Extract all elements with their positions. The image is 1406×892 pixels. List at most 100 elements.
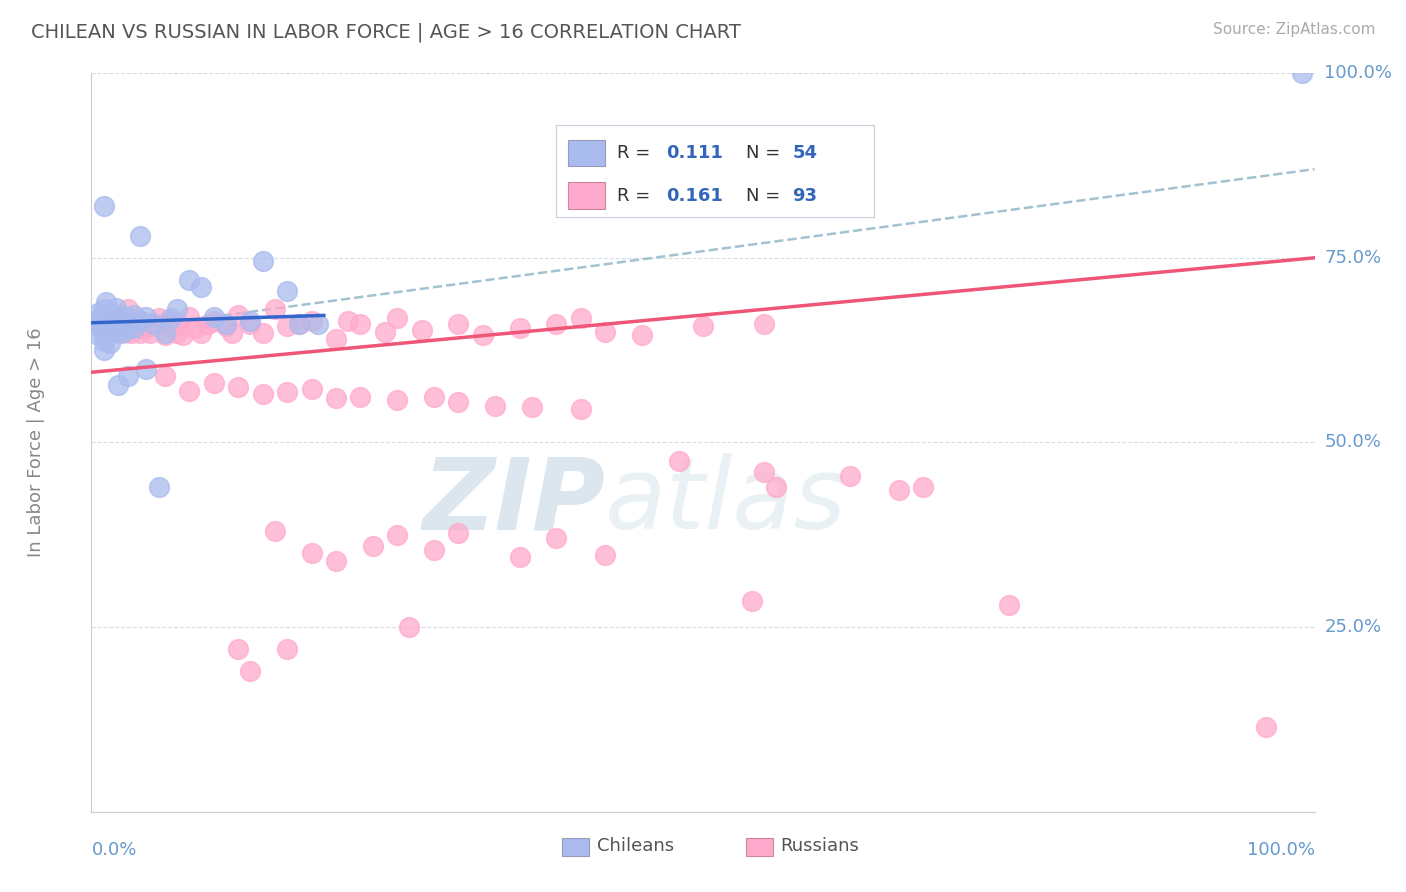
Text: 75.0%: 75.0% <box>1324 249 1382 267</box>
Point <box>129 228 152 243</box>
Point <box>765 480 787 494</box>
Point <box>423 390 446 404</box>
Point <box>754 318 776 332</box>
Point <box>252 326 274 340</box>
Bar <box>568 183 605 209</box>
Point <box>104 301 127 315</box>
Point <box>276 284 298 298</box>
Point <box>107 309 129 323</box>
Point <box>1291 66 1313 80</box>
Point <box>276 318 298 333</box>
Point <box>160 311 183 326</box>
Point <box>129 326 152 340</box>
Point <box>361 539 384 553</box>
Point <box>150 318 173 332</box>
Point <box>86 306 108 320</box>
Point <box>215 318 238 333</box>
Point <box>179 310 201 324</box>
Point <box>127 321 149 335</box>
Point <box>129 313 152 327</box>
Point <box>252 387 274 401</box>
Point <box>264 302 287 317</box>
Text: N =: N = <box>745 186 786 205</box>
Point <box>98 335 121 350</box>
Point <box>103 318 125 332</box>
Bar <box>568 140 605 166</box>
Text: N =: N = <box>745 144 786 162</box>
Point <box>94 295 117 310</box>
Point <box>148 311 170 326</box>
Point <box>692 318 714 333</box>
Point <box>411 323 433 337</box>
Point <box>160 313 183 327</box>
Point <box>90 321 112 335</box>
Point <box>325 391 347 405</box>
Point <box>122 309 145 323</box>
Text: Russians: Russians <box>780 838 859 855</box>
Point <box>122 321 145 335</box>
Point <box>117 318 139 332</box>
Point <box>325 553 347 567</box>
Point <box>202 313 225 327</box>
Point <box>471 328 494 343</box>
Point <box>349 390 371 404</box>
Point <box>94 328 117 343</box>
Point <box>385 392 409 407</box>
Point <box>93 313 115 327</box>
Point <box>197 318 219 332</box>
Point <box>631 328 654 343</box>
Point <box>301 313 323 327</box>
Point <box>239 313 262 327</box>
Text: 54: 54 <box>793 144 817 162</box>
Point <box>114 325 136 339</box>
Point <box>741 594 763 608</box>
Point <box>107 311 129 326</box>
Point <box>202 310 225 324</box>
Point <box>349 318 371 332</box>
Point <box>288 318 311 332</box>
Point <box>301 546 323 560</box>
Point <box>569 311 592 326</box>
Point <box>754 465 776 479</box>
Point <box>252 254 274 268</box>
Point <box>114 310 136 324</box>
Point <box>423 542 446 557</box>
Point <box>398 620 420 634</box>
Point <box>887 483 910 498</box>
Point <box>98 318 121 332</box>
Point <box>569 402 592 417</box>
Point <box>114 321 136 335</box>
Point <box>276 385 298 400</box>
Point <box>132 315 155 329</box>
Text: 0.161: 0.161 <box>666 186 723 205</box>
Point <box>111 326 134 340</box>
Point <box>215 318 238 332</box>
Point <box>94 318 117 333</box>
Point <box>86 328 108 343</box>
Point <box>264 524 287 538</box>
Point <box>98 326 121 340</box>
Point <box>141 318 163 332</box>
Point <box>385 311 409 326</box>
Point <box>998 598 1021 612</box>
Point <box>117 321 139 335</box>
Text: 0.111: 0.111 <box>666 144 723 162</box>
Point <box>103 311 125 326</box>
Bar <box>562 838 589 856</box>
Point <box>226 642 249 657</box>
Point <box>838 468 860 483</box>
Point <box>239 318 262 332</box>
Point <box>239 665 262 679</box>
Text: 50.0%: 50.0% <box>1324 434 1381 451</box>
Point <box>111 315 134 329</box>
Point <box>190 280 212 294</box>
Point <box>104 325 127 339</box>
Point <box>447 318 470 332</box>
Point <box>385 528 409 542</box>
Text: 100.0%: 100.0% <box>1324 64 1392 82</box>
Point <box>103 321 125 335</box>
Point <box>120 326 142 340</box>
Text: Source: ZipAtlas.com: Source: ZipAtlas.com <box>1212 22 1375 37</box>
Point <box>148 480 170 494</box>
Point <box>166 302 188 317</box>
